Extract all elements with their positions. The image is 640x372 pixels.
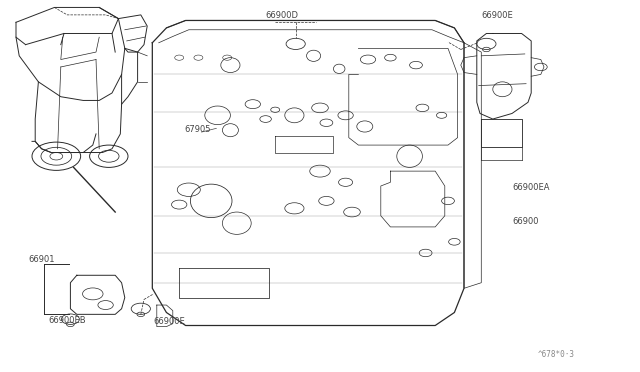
Text: 66900D: 66900D	[266, 11, 299, 20]
Text: 66901: 66901	[29, 255, 55, 264]
Text: 67905: 67905	[184, 125, 211, 134]
Text: 66900E: 66900E	[481, 11, 513, 20]
Text: ^678*0·3: ^678*0·3	[538, 350, 575, 359]
Text: 66900: 66900	[512, 217, 538, 226]
Text: 66900EB: 66900EB	[48, 316, 86, 325]
Text: 66900E: 66900E	[154, 317, 186, 326]
Text: 66900EA: 66900EA	[512, 183, 550, 192]
